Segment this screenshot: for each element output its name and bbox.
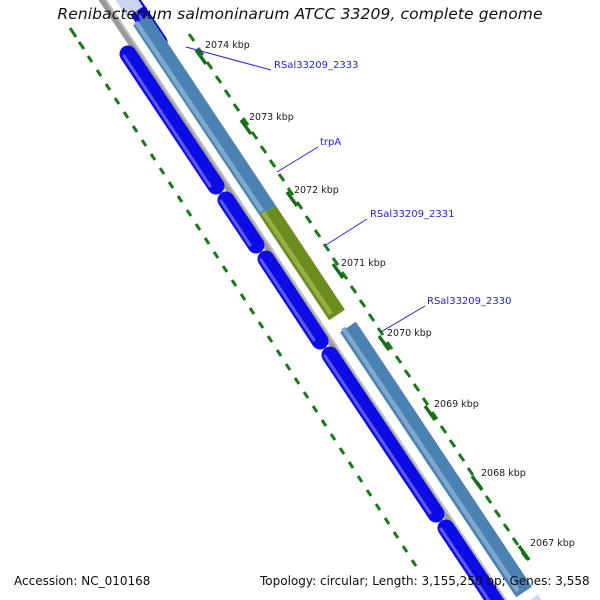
sequence-ruler (68, 27, 531, 567)
ruler-tick-label: 2067 kbp (530, 538, 575, 549)
ruler-tick-label: 2070 kbp (387, 328, 432, 339)
cds-feature-highlight (219, 199, 252, 247)
gene-label-leaders (185, 46, 426, 333)
gene-label-rsal33209-2330[interactable]: RSal33209_2330 (427, 296, 512, 307)
cds-feature[interactable] (321, 346, 445, 523)
leader-line (325, 218, 368, 246)
ruler-tick-label: 2072 kbp (294, 185, 339, 196)
cds-feature[interactable] (257, 250, 329, 350)
cds-feature-trpa[interactable] (260, 205, 345, 321)
cds-feature-highlight (439, 527, 491, 600)
accession-text: Accession: NC_010168 (14, 574, 151, 588)
ruler-tick-label: 2068 kbp (481, 468, 526, 479)
cds-feature[interactable] (437, 519, 530, 600)
cds-feature[interactable] (119, 45, 225, 195)
cds-feature[interactable] (340, 321, 532, 598)
leader-line (185, 46, 272, 71)
leader-line (380, 305, 426, 333)
status-bar: Accession: NC_010168 Topology: circular;… (0, 566, 600, 600)
gene-label-rsal33209-2331[interactable]: RSal33209_2331 (370, 209, 455, 220)
gene-label-trpa[interactable]: trpA (320, 137, 342, 148)
forward-strand-cds-track[interactable] (118, 0, 530, 600)
ruler-tick-label: 2069 kbp (434, 399, 479, 410)
cds-feature-highlight (261, 210, 333, 316)
reverse-strand-cds-track[interactable] (110, 0, 566, 600)
ruler-tick-label: 2073 kbp (249, 112, 294, 123)
genome-summary-text: Topology: circular; Length: 3,155,250 bp… (260, 574, 590, 588)
genome-backbone (98, 0, 507, 600)
gene-label-rsal33209-2333[interactable]: RSal33209_2333 (274, 60, 359, 71)
cds-feature-highlight (259, 258, 316, 342)
cds-feature-highlight (134, 20, 264, 213)
cds-feature-highlight (341, 326, 520, 593)
cds-feature[interactable] (217, 191, 265, 254)
cds-feature[interactable] (133, 14, 276, 217)
cds-feature-highlight (323, 354, 432, 515)
cds-feature-highlight (122, 54, 212, 188)
ruler-tick-label: 2074 kbp (205, 40, 250, 51)
leader-line (276, 146, 319, 173)
cds-feature[interactable] (110, 0, 143, 18)
ruler-tick-label: 2071 kbp (341, 258, 386, 269)
